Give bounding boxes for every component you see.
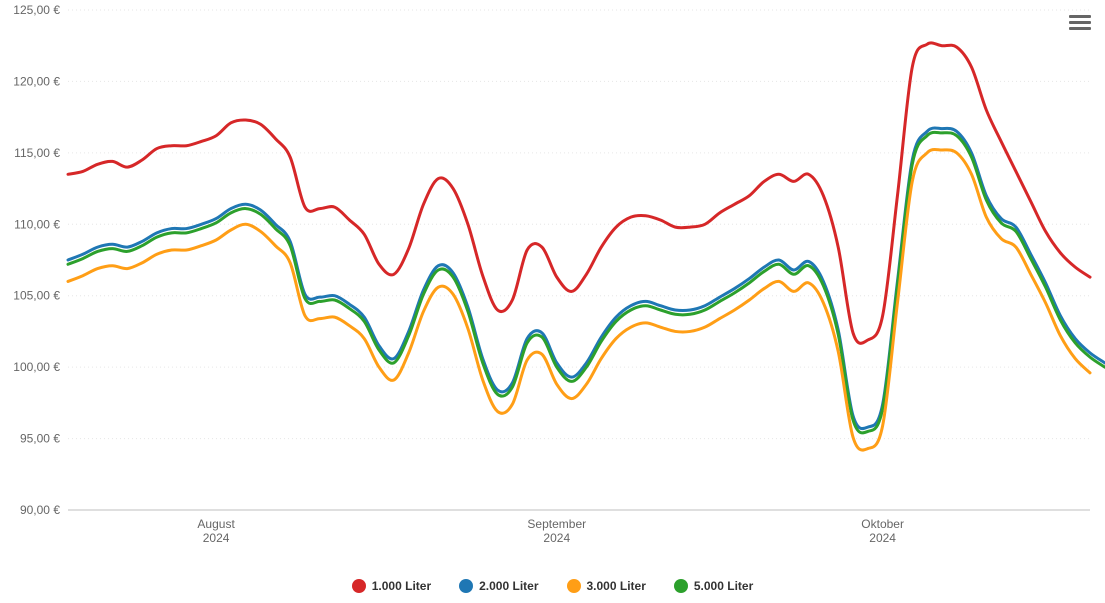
legend-item[interactable]: 3.000 Liter xyxy=(567,579,646,593)
y-tick-label: 90,00 € xyxy=(20,503,60,517)
legend-swatch xyxy=(352,579,366,593)
legend: 1.000 Liter 2.000 Liter 3.000 Liter 5.000 L… xyxy=(0,579,1105,593)
chart-menu-button[interactable] xyxy=(1069,12,1091,32)
y-tick-label: 120,00 € xyxy=(13,74,60,88)
legend-label: 3.000 Liter xyxy=(587,579,646,593)
x-tick-sublabel: 2024 xyxy=(203,531,230,545)
price-chart: 90,00 € 95,00 € 100,00 € 105,00 € 110,00 € 11… xyxy=(0,0,1105,603)
legend-item[interactable]: 5.000 Liter xyxy=(674,579,753,593)
legend-label: 5.000 Liter xyxy=(694,579,753,593)
y-tick-label: 105,00 € xyxy=(13,289,60,303)
series-5.000-liter xyxy=(68,132,1105,433)
y-tick-label: 115,00 € xyxy=(14,146,60,160)
x-tick-label: Oktober xyxy=(861,517,904,531)
series-1.000-liter xyxy=(68,43,1090,343)
legend-item[interactable]: 1.000 Liter xyxy=(352,579,431,593)
y-tick-label: 125,00 € xyxy=(13,3,60,17)
x-tick-sublabel: 2024 xyxy=(869,531,896,545)
legend-label: 1.000 Liter xyxy=(372,579,431,593)
x-tick-sublabel: 2024 xyxy=(543,531,570,545)
y-tick-label: 95,00 € xyxy=(20,432,60,446)
y-tick-label: 110,00 € xyxy=(14,217,60,231)
x-tick-label: September xyxy=(527,517,586,531)
series-3.000-liter xyxy=(68,149,1090,450)
legend-label: 2.000 Liter xyxy=(479,579,538,593)
x-tick-label: August xyxy=(197,517,235,531)
chart-canvas: 90,00 € 95,00 € 100,00 € 105,00 € 110,00 € 11… xyxy=(0,0,1105,603)
legend-swatch xyxy=(459,579,473,593)
legend-swatch xyxy=(674,579,688,593)
legend-swatch xyxy=(567,579,581,593)
legend-item[interactable]: 2.000 Liter xyxy=(459,579,538,593)
y-tick-label: 100,00 € xyxy=(13,360,60,374)
